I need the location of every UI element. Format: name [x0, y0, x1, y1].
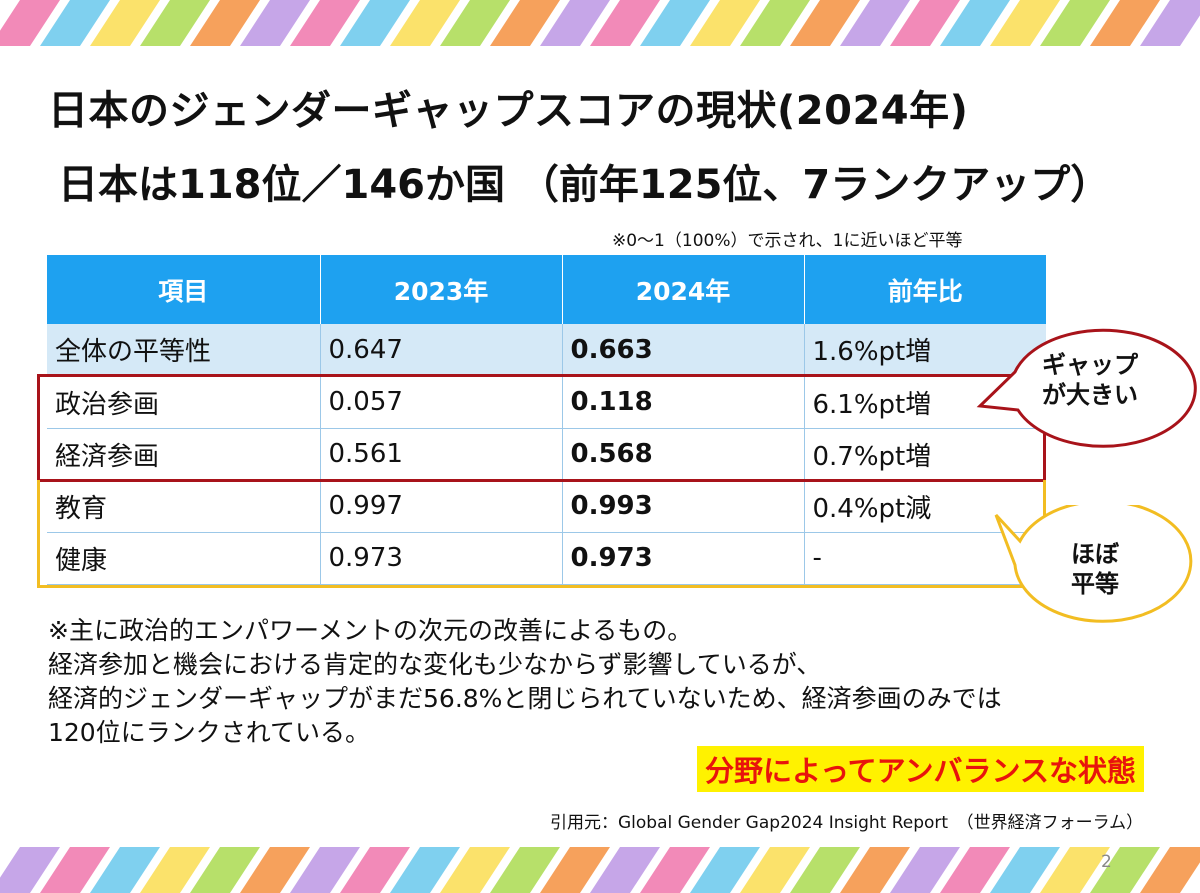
table-header-row: 項目 2023年 2024年 前年比	[47, 255, 1046, 324]
source-citation: 引用元：Global Gender Gap2024 Insight Report…	[550, 813, 1144, 833]
row-2024-value: 0.118	[562, 376, 805, 429]
row-2023-value: 0.647	[320, 324, 563, 377]
gap-callout-line2: が大きい	[1042, 381, 1138, 409]
header-2023: 2023年	[320, 255, 563, 324]
page-number: 2	[1101, 852, 1112, 872]
bottom-stripe-decoration	[0, 847, 1200, 893]
row-item: 経済参画	[47, 428, 321, 481]
table-row: 教育 0.997 0.993 0.4%pt減	[47, 480, 1046, 533]
row-2024-value: 0.973	[562, 532, 805, 585]
conclusion-highlight: 分野によってアンバランスな状態	[697, 746, 1144, 792]
equal-callout-line1: ほぼ	[1071, 540, 1119, 568]
slide-title: 日本のジェンダーギャップスコアの現状(2024年)	[48, 88, 969, 134]
explanation-line-1: ※主に政治的エンパワーメントの次元の改善によるもの。	[48, 616, 693, 645]
large-gap-highlight-box	[37, 374, 1046, 482]
row-item: 政治参画	[47, 376, 321, 429]
table-row: 健康 0.973 0.973 -	[47, 532, 1046, 585]
equal-callout-line2: 平等	[1071, 570, 1119, 598]
row-2024-value: 0.568	[562, 428, 805, 481]
explanation-line-2: 経済参加と機会における肯定的な変化も少なからず影響しているが、	[48, 650, 822, 679]
scale-note: ※0～1（100%）で示され、1に近いほど平等	[612, 231, 963, 251]
equal-callout: ほぼ 平等	[990, 505, 1200, 633]
row-2024-value: 0.663	[562, 324, 805, 377]
row-2023-value: 0.561	[320, 428, 563, 481]
explanation-line-3: 経済的ジェンダーギャップがまだ56.8%と閉じられていないため、経済参画のみでは	[48, 684, 1002, 713]
row-item: 教育	[47, 480, 321, 533]
row-2023-value: 0.057	[320, 376, 563, 429]
row-2023-value: 0.973	[320, 532, 563, 585]
header-change: 前年比	[804, 255, 1046, 324]
top-stripe-decoration	[0, 0, 1200, 46]
explanation-text: ※主に政治的エンパワーメントの次元の改善によるもの。 経済参加と機会における肯定…	[48, 614, 1002, 750]
slide-subtitle: 日本は118位／146か国 （前年125位、7ランクアップ）	[58, 162, 1111, 208]
table-row: 全体の平等性 0.647 0.663 1.6%pt増	[47, 324, 1046, 377]
header-2024: 2024年	[562, 255, 805, 324]
explanation-line-4: 120位にランクされている。	[48, 718, 370, 747]
row-item: 全体の平等性	[47, 324, 321, 377]
row-2023-value: 0.997	[320, 480, 563, 533]
row-2024-value: 0.993	[562, 480, 805, 533]
near-equal-highlight-box	[37, 480, 1046, 588]
gap-callout: ギャップ が大きい	[960, 322, 1200, 452]
row-item: 健康	[47, 532, 321, 585]
row-change: 1.6%pt増	[804, 324, 1046, 377]
gap-callout-line1: ギャップ	[1042, 351, 1138, 379]
header-item: 項目	[47, 255, 321, 324]
